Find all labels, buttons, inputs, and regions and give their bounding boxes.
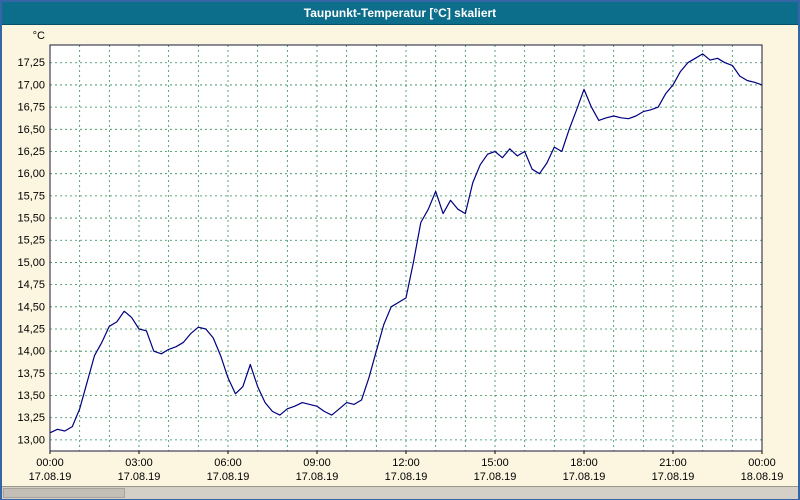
y-axis-tick-label: 17,25 bbox=[17, 57, 45, 69]
x-axis-date-label: 17.08.19 bbox=[118, 471, 161, 483]
y-axis-tick-label: 15,50 bbox=[17, 213, 45, 225]
y-axis-tick-label: 15,00 bbox=[17, 257, 45, 269]
horizontal-scrollbar[interactable] bbox=[2, 486, 798, 499]
x-axis-date-label: 17.08.19 bbox=[296, 471, 339, 483]
y-axis-tick-label: 16,00 bbox=[17, 168, 45, 180]
y-axis-tick-label: 14,75 bbox=[17, 279, 45, 291]
x-axis-date-label: 17.08.19 bbox=[29, 471, 72, 483]
y-axis-tick-label: 13,00 bbox=[17, 434, 45, 446]
y-axis-tick-label: 13,75 bbox=[17, 368, 45, 380]
chart-svg: 17,25 17,00 16,75 16,50 16,25 16,00 15,75 15,50… bbox=[17, 30, 784, 483]
y-axis-tick-label: 13,25 bbox=[17, 412, 45, 424]
x-axis-date-label: 17.08.19 bbox=[652, 471, 695, 483]
y-axis-tick-label: 16,25 bbox=[17, 146, 45, 158]
y-axis-tick-label: 13,50 bbox=[17, 390, 45, 402]
chart-area: 17,25 17,00 16,75 16,50 16,25 16,00 15,75 15,50… bbox=[2, 25, 798, 486]
y-axis-tick-label: 15,25 bbox=[17, 235, 45, 247]
x-axis-time-label: 03:00 bbox=[125, 457, 153, 469]
y-axis-tick-label: 14,50 bbox=[17, 301, 45, 313]
x-axis-date-label: 17.08.19 bbox=[207, 471, 250, 483]
scrollbar-thumb[interactable] bbox=[3, 488, 125, 498]
x-axis-date-label: 17.08.19 bbox=[474, 471, 517, 483]
y-axis-tick-label: 16,50 bbox=[17, 124, 45, 136]
plot-background bbox=[50, 45, 762, 451]
x-axis-time-label: 00:00 bbox=[36, 457, 64, 469]
x-axis-time-label: 21:00 bbox=[659, 457, 687, 469]
title-bar: Taupunkt-Temperatur [°C] skaliert bbox=[2, 2, 798, 25]
x-axis-time-label: 06:00 bbox=[214, 457, 242, 469]
y-axis-tick-label: 17,00 bbox=[17, 79, 45, 91]
y-axis-unit-label: °C bbox=[33, 30, 45, 42]
plot-border bbox=[49, 44, 763, 452]
x-axis-date-label: 17.08.19 bbox=[563, 471, 606, 483]
x-axis-time-label: 09:00 bbox=[303, 457, 331, 469]
x-axis-time-label: 15:00 bbox=[481, 457, 509, 469]
temperature-line bbox=[49, 53, 763, 434]
page-title: Taupunkt-Temperatur [°C] skaliert bbox=[303, 6, 497, 20]
y-axis-tick-label: 14,00 bbox=[17, 346, 45, 358]
y-axis-tick-label: 15,75 bbox=[17, 190, 45, 202]
x-axis-date-label: 18.08.19 bbox=[741, 471, 784, 483]
y-axis-tick-label: 16,75 bbox=[17, 102, 45, 114]
x-axis-date-label: 17.08.19 bbox=[385, 471, 428, 483]
x-axis-time-label: 18:00 bbox=[570, 457, 598, 469]
x-axis-time-label: 00:00 bbox=[748, 457, 776, 469]
x-axis-time-label: 12:00 bbox=[392, 457, 420, 469]
y-axis-tick-label: 14,25 bbox=[17, 323, 45, 335]
